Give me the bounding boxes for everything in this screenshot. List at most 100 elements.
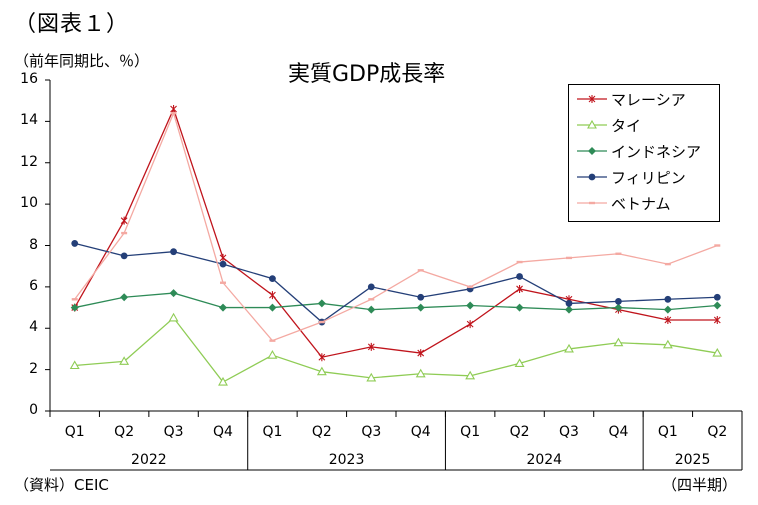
series-1 <box>69 312 723 386</box>
legend-item-vietnam: ベトナム <box>575 193 671 213</box>
y-tick-label: 10 <box>20 195 38 212</box>
data-point <box>219 303 227 312</box>
data-point <box>317 299 326 308</box>
y-unit-label: （前年同期比、％） <box>14 52 150 70</box>
data-point <box>169 289 178 298</box>
data-point <box>663 305 672 314</box>
y-tick-label: 6 <box>29 277 38 294</box>
legend-label-thailand: タイ <box>611 116 642 135</box>
legend-label-malaysia: マレーシア <box>611 90 686 109</box>
x-tick-label: Q4 <box>213 424 233 440</box>
data-point <box>713 315 721 324</box>
data-point <box>515 303 524 312</box>
data-point <box>415 368 426 378</box>
data-point <box>218 376 228 386</box>
data-point <box>120 293 129 302</box>
data-point <box>120 252 128 260</box>
data-point <box>268 303 277 312</box>
data-point <box>367 283 375 291</box>
x-tick-label: Q1 <box>460 424 481 440</box>
x-tick-label: Q2 <box>707 424 728 440</box>
data-point <box>367 342 375 351</box>
series-line <box>74 316 718 383</box>
year-label: 2024 <box>526 452 563 468</box>
chart-title: 実質GDP成長率 <box>288 62 446 87</box>
data-point <box>367 305 376 314</box>
y-tick-label: 2 <box>29 360 38 377</box>
legend-swatch-thailand <box>577 119 607 129</box>
legend-item-malaysia: マレーシア <box>575 89 686 109</box>
data-point <box>662 339 673 349</box>
y-tick-label: 4 <box>29 319 38 336</box>
x-tick-label: Q2 <box>311 424 332 440</box>
data-point <box>269 291 276 300</box>
data-point <box>170 248 177 256</box>
legend-swatch-philippines <box>577 173 607 181</box>
legend-label-indonesia: インドネシア <box>611 142 702 161</box>
data-point <box>613 337 624 347</box>
legend-swatch-malaysia <box>577 95 607 103</box>
data-point <box>466 320 474 329</box>
year-label: 2022 <box>131 452 167 468</box>
series-layer <box>69 104 723 386</box>
y-tick-label: 14 <box>20 112 38 129</box>
data-point <box>119 356 130 365</box>
data-point <box>416 303 425 312</box>
y-tick-label: 16 <box>20 71 38 87</box>
figure-label: （図表１） <box>14 12 130 37</box>
x-tick-label: Q1 <box>262 424 283 440</box>
y-tick-label: 8 <box>29 236 38 253</box>
legend-label-philippines: フィリピン <box>611 168 686 187</box>
x-tick-label: Q3 <box>163 424 184 440</box>
data-point <box>516 284 523 293</box>
data-point <box>316 366 327 376</box>
axes <box>45 79 743 471</box>
data-point <box>565 300 573 307</box>
x-tick-label: Q3 <box>361 424 382 440</box>
data-point <box>168 312 179 322</box>
data-point <box>712 347 723 357</box>
data-point <box>69 360 80 370</box>
x-tick-label: Q2 <box>114 424 135 440</box>
legend-swatch-vietnam <box>577 201 607 205</box>
year-label: 2025 <box>674 452 711 468</box>
data-point <box>466 301 475 310</box>
legend-swatch-indonesia <box>577 147 607 155</box>
data-point <box>267 350 278 359</box>
data-point <box>664 315 672 324</box>
data-point <box>514 358 525 367</box>
year-label: 2023 <box>328 452 365 468</box>
series-4 <box>71 111 721 342</box>
series-3 <box>71 240 721 326</box>
x-tick-label: Q1 <box>64 424 85 440</box>
legend-item-thailand: タイ <box>575 115 641 135</box>
data-point <box>516 273 523 280</box>
legend-label-vietnam: ベトナム <box>611 194 671 213</box>
period-note: （四半期） <box>662 476 738 494</box>
data-point <box>614 303 623 312</box>
x-tick-label: Q4 <box>410 424 431 440</box>
data-point <box>615 297 622 305</box>
legend-item-philippines: フィリピン <box>575 167 686 187</box>
legend-item-indonesia: インドネシア <box>575 141 701 161</box>
data-point <box>564 343 574 353</box>
data-point <box>664 295 672 303</box>
data-point <box>465 370 476 380</box>
series-line <box>74 292 718 311</box>
data-point <box>269 275 276 282</box>
legend: マレーシア タイ インドネシア フィリピン ベトナム <box>568 84 720 222</box>
x-tick-label: Q2 <box>509 424 530 440</box>
data-point <box>417 349 425 358</box>
x-tick-label: Q1 <box>657 424 678 440</box>
x-tick-label: Q4 <box>608 424 629 440</box>
y-tick-label: 0 <box>29 402 38 418</box>
data-point <box>713 301 722 310</box>
series-line <box>74 111 718 342</box>
data-point <box>366 372 377 382</box>
data-point <box>565 305 573 314</box>
data-point <box>71 240 79 247</box>
y-tick-label: 12 <box>20 153 38 170</box>
data-point <box>713 293 721 301</box>
source-note: （資料）CEIC <box>14 476 109 494</box>
